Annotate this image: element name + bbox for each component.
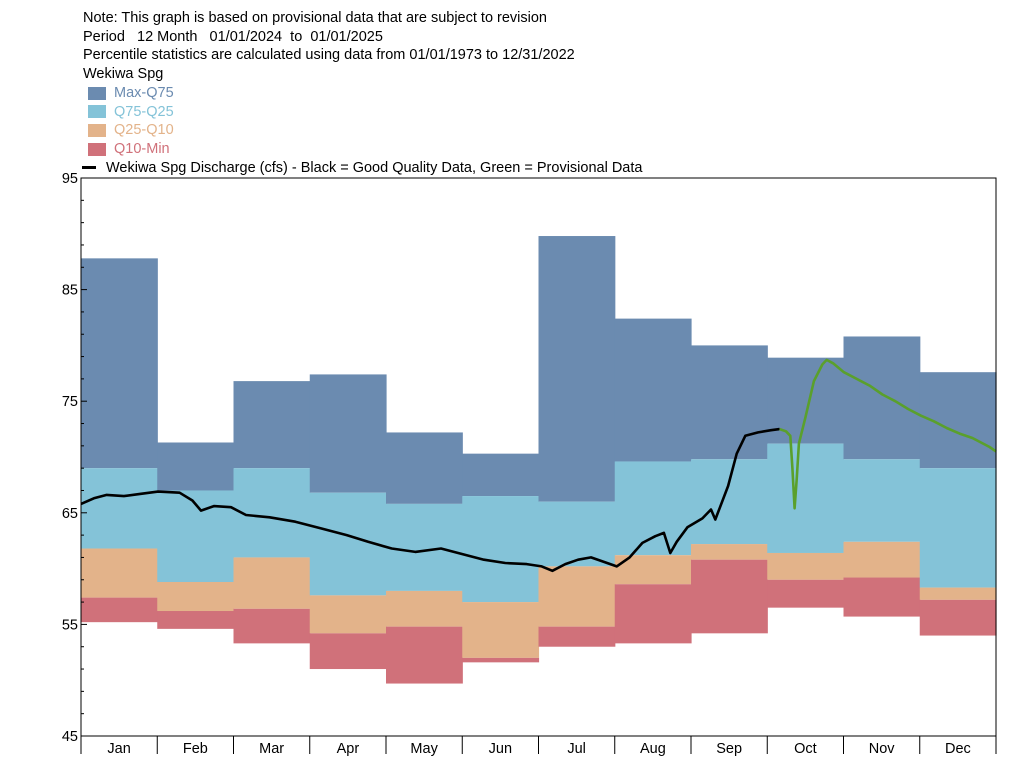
band-max-q75-feb — [157, 442, 235, 491]
band-q25-q10-jan — [81, 548, 158, 598]
legend-swatch — [88, 123, 106, 137]
legend: Max-Q75 Q75-Q25 Q25-Q10 Q10-Min Wekiwa S… — [82, 84, 642, 177]
band-max-q75-nov — [843, 336, 921, 460]
band-max-q75-jul — [538, 236, 616, 502]
legend-item-q75-q25: Q75-Q25 — [88, 103, 642, 122]
x-tick-label-aug: Aug — [640, 741, 666, 757]
legend-label: Max-Q75 — [114, 85, 174, 102]
y-tick-label: 45 — [62, 729, 78, 745]
y-tick-label: 85 — [62, 283, 78, 299]
band-q75-q25-sep — [691, 459, 768, 545]
discharge-lines — [80, 358, 997, 573]
band-q10-min-nov — [843, 577, 921, 617]
legend-label: Wekiwa Spg Discharge (cfs) - Black = Goo… — [106, 159, 643, 176]
period-text: Period 12 Month 01/01/2024 to 01/01/2025 — [83, 28, 383, 45]
discharge-provisional-line — [779, 358, 997, 510]
provisional-note: Note: This graph is based on provisional… — [83, 10, 547, 26]
band-max-q75-jun — [462, 453, 540, 497]
discharge-good-quality-line — [80, 427, 780, 573]
y-tick-label: 95 — [62, 171, 78, 187]
x-tick-label-dec: Dec — [945, 741, 971, 757]
y-tick-label: 55 — [62, 617, 78, 633]
x-tick-label-apr: Apr — [337, 741, 360, 757]
band-q25-q10-may — [386, 590, 463, 627]
band-q75-q25-jan — [81, 468, 158, 549]
legend-item-q10-min: Q10-Min — [88, 140, 642, 159]
x-tick-label-jan: Jan — [107, 741, 130, 757]
band-q25-q10-nov — [843, 541, 921, 578]
legend-line-swatch — [82, 166, 96, 170]
x-tick-label-jul: Jul — [567, 741, 586, 757]
legend-item-q25-q10: Q25-Q10 — [88, 121, 642, 140]
y-tick-label: 75 — [62, 394, 78, 410]
x-tick-label-jun: Jun — [489, 741, 512, 757]
axes: 95 85 75 65 55 45 Jan Feb Mar Apr May Jun Jul Aug Sep O… — [62, 171, 997, 757]
x-tick-label-sep: Sep — [716, 741, 742, 757]
legend-label: Q10-Min — [114, 141, 170, 158]
band-q10-min-feb — [157, 611, 235, 629]
y-tick-label: 65 — [62, 506, 78, 522]
band-q10-min-jan — [81, 597, 158, 623]
band-q75-q25-mar — [233, 468, 311, 558]
band-max-q75-jan — [81, 258, 158, 469]
legend-item-max-q75: Max-Q75 — [88, 84, 642, 103]
band-q75-q25-aug — [614, 461, 692, 556]
band-q25-q10-sep — [691, 544, 768, 560]
band-q75-q25-jul — [538, 501, 616, 567]
band-q25-q10-jul — [538, 566, 616, 627]
band-q75-q25-oct — [767, 443, 845, 553]
legend-swatch — [88, 105, 106, 119]
band-max-q75-sep — [691, 345, 768, 460]
legend-swatch — [88, 142, 106, 156]
band-q25-q10-dec — [919, 587, 997, 600]
band-q10-min-may — [386, 626, 463, 684]
legend-swatch — [88, 86, 106, 100]
band-max-q75-may — [386, 432, 463, 504]
band-max-q75-oct — [767, 357, 845, 444]
band-q25-q10-feb — [157, 581, 235, 612]
band-q75-q25-may — [386, 503, 463, 591]
band-q25-q10-oct — [767, 552, 845, 580]
band-q10-min-apr — [309, 633, 387, 670]
percentile-statistics-note: Percentile statistics are calculated usi… — [83, 47, 575, 64]
percentile-bands — [81, 236, 997, 684]
band-q10-min-jun — [462, 657, 540, 663]
x-tick-label-oct: Oct — [794, 741, 817, 757]
band-q10-min-oct — [767, 579, 845, 608]
band-q10-min-sep — [691, 559, 768, 634]
band-q10-min-jul — [538, 626, 616, 647]
band-q25-q10-jun — [462, 602, 540, 658]
band-q10-min-dec — [919, 599, 997, 636]
x-tick-label-feb: Feb — [183, 741, 208, 757]
band-max-q75-aug — [614, 318, 692, 462]
x-tick-label-mar: Mar — [259, 741, 284, 757]
band-q75-q25-jun — [462, 496, 540, 603]
legend-label: Q25-Q10 — [114, 122, 174, 139]
x-tick-label-may: May — [410, 741, 438, 757]
site-name: Wekiwa Spg — [83, 65, 164, 82]
band-q25-q10-apr — [309, 595, 387, 634]
band-q10-min-aug — [614, 584, 692, 644]
band-q75-q25-dec — [919, 468, 997, 588]
x-tick-label-nov: Nov — [869, 741, 896, 757]
band-q75-q25-nov — [843, 459, 921, 542]
band-max-q75-apr — [309, 374, 387, 493]
legend-item-discharge: Wekiwa Spg Discharge (cfs) - Black = Goo… — [82, 158, 642, 177]
band-q10-min-mar — [233, 608, 311, 644]
legend-label: Q75-Q25 — [114, 103, 174, 120]
chart-notes: Note: This graph is based on provisional… — [83, 9, 575, 83]
band-max-q75-mar — [233, 381, 311, 469]
band-q25-q10-mar — [233, 557, 311, 609]
